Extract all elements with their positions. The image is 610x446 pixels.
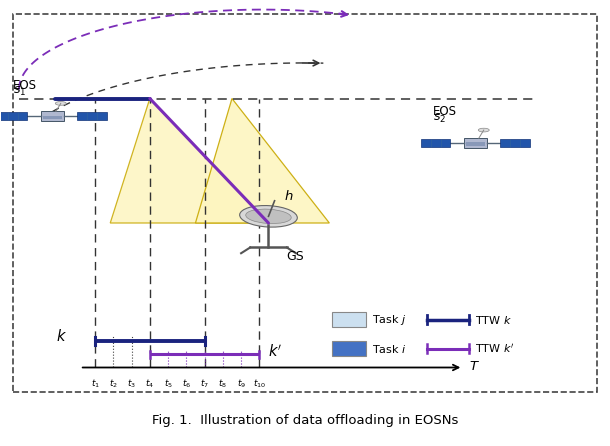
Text: GS: GS [287,250,304,263]
Text: $k$: $k$ [56,328,67,344]
Bar [332,312,366,327]
Ellipse shape [56,102,66,105]
Polygon shape [110,99,268,223]
Text: $t_8$: $t_8$ [218,377,228,390]
Text: $t_1$: $t_1$ [90,377,99,390]
Text: $t_7$: $t_7$ [200,377,209,390]
Bar [465,142,485,146]
Polygon shape [195,99,329,223]
Text: Task $i$: Task $i$ [372,343,406,355]
Bar [332,341,366,356]
Ellipse shape [246,209,291,223]
Bar [13,14,597,392]
Text: $t_5$: $t_5$ [163,377,173,390]
Text: $t_2$: $t_2$ [109,377,118,390]
Bar [43,116,62,119]
Text: $h$: $h$ [284,189,293,203]
Bar [77,112,107,120]
Text: $T$: $T$ [469,360,480,373]
Bar [41,112,64,121]
Text: Fig. 1.  Illustration of data offloading in EOSNs: Fig. 1. Illustration of data offloading … [152,414,458,427]
Text: EOS: EOS [13,78,37,92]
Ellipse shape [240,206,297,227]
Text: $t_6$: $t_6$ [182,377,191,390]
Text: $t_4$: $t_4$ [145,377,154,390]
Bar [500,139,529,147]
Text: $t_3$: $t_3$ [127,377,136,390]
Text: EOS: EOS [433,105,457,118]
Bar [0,112,27,120]
Text: $k'$: $k'$ [268,343,283,360]
Ellipse shape [478,128,489,132]
Text: Task $j$: Task $j$ [372,313,406,327]
Text: $s_1$: $s_1$ [13,85,26,99]
Text: $s_2$: $s_2$ [433,112,446,125]
Text: $t_{10}$: $t_{10}$ [253,377,266,390]
Bar [422,139,450,147]
Bar [464,138,487,148]
Text: $t_9$: $t_9$ [237,377,246,390]
Text: TTW $k'$: TTW $k'$ [475,342,515,355]
Text: TTW $k$: TTW $k$ [475,314,512,326]
